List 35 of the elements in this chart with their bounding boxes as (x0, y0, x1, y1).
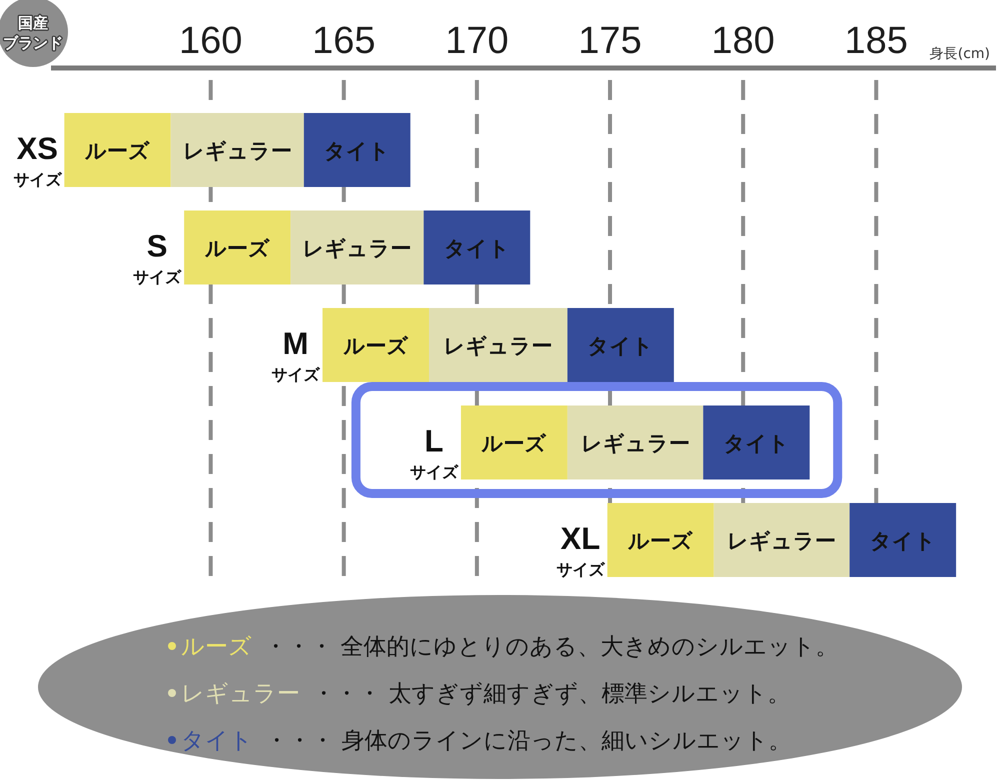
annotation: ・・・ 身体のラインに沿った、細いシルエット。 (265, 728, 792, 754)
bar-label: ルーズ (343, 334, 408, 358)
category-label: Sサイズ (133, 228, 182, 286)
title: 国産ブランド (0, 0, 68, 67)
bar-label: タイト (870, 529, 936, 553)
x-tick-label: 175 (578, 20, 642, 62)
bar-label: ルーズ (204, 236, 270, 260)
bar-label: タイト (723, 432, 790, 456)
bar-label: ルーズ (628, 529, 694, 553)
bar-label: タイト (444, 236, 510, 260)
legend-label: ルーズ (181, 634, 252, 660)
bar-label: レギュラー (727, 529, 836, 553)
category-label: Lサイズ (410, 424, 458, 482)
bar-label: レギュラー (580, 432, 690, 456)
bar-label: タイト (588, 334, 654, 358)
x-tick-label: 165 (312, 20, 376, 62)
bar-label: ルーズ (85, 139, 150, 163)
category-label: Mサイズ (272, 326, 320, 384)
annotation: ・・・ 太すぎず細すぎず、標準シルエット。 (312, 681, 790, 707)
x-tick-label: 170 (445, 20, 509, 62)
x-axis-title: 身長(cm) (930, 46, 990, 62)
legend-label: レギュラー (181, 681, 300, 707)
category-label: XSサイズ (13, 131, 62, 189)
bar-label: レギュラー (302, 236, 412, 260)
bar-label: ルーズ (482, 432, 547, 456)
bar-label: タイト (324, 139, 390, 163)
x-tick-label: 180 (711, 20, 775, 62)
annotation: ・・・ 全体的にゆとりのある、大きめのシルエット。 (264, 634, 838, 660)
x-tick-label: 160 (179, 20, 242, 62)
x-tick-label: 185 (844, 20, 908, 62)
bar-label: レギュラー (444, 334, 553, 358)
bar-label: レギュラー (182, 139, 292, 163)
category-label: XLサイズ (556, 521, 604, 579)
chart-title: 国産ブランド (3, 14, 63, 52)
legend-label: タイト (181, 728, 253, 754)
